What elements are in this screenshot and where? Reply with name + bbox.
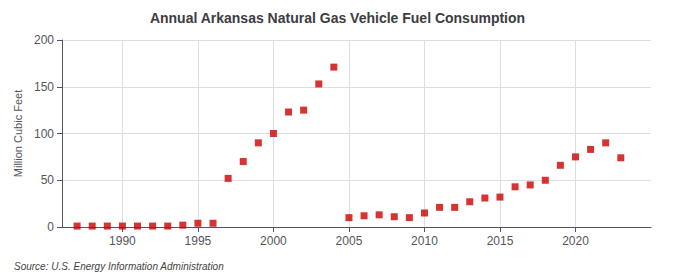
svg-text:2020: 2020 — [562, 234, 589, 248]
svg-text:2010: 2010 — [411, 234, 438, 248]
svg-text:150: 150 — [34, 80, 54, 94]
svg-text:200: 200 — [34, 33, 54, 47]
svg-text:Source: U.S. Energy Informatio: Source: U.S. Energy Information Administ… — [14, 261, 224, 272]
svg-text:2005: 2005 — [336, 234, 363, 248]
svg-text:Annual Arkansas Natural Gas Ve: Annual Arkansas Natural Gas Vehicle Fuel… — [150, 10, 525, 26]
svg-text:1995: 1995 — [185, 234, 212, 248]
svg-text:2000: 2000 — [260, 234, 287, 248]
svg-text:50: 50 — [41, 173, 55, 187]
svg-text:2015: 2015 — [487, 234, 514, 248]
svg-text:100: 100 — [34, 127, 54, 141]
svg-text:0: 0 — [47, 220, 54, 234]
svg-text:Million Cubic Feet: Million Cubic Feet — [12, 90, 24, 177]
svg-text:1990: 1990 — [109, 234, 136, 248]
